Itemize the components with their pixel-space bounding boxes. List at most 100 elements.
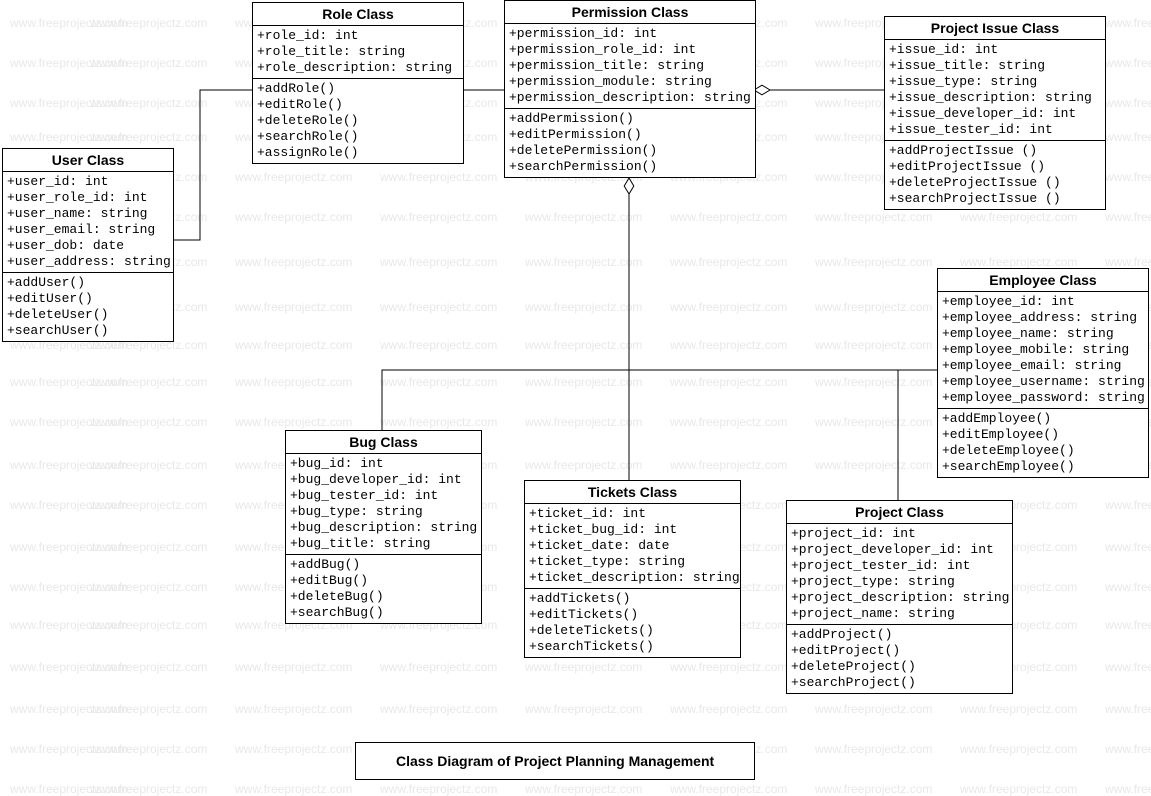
class-line: +editPermission() — [509, 127, 751, 143]
class-line: +user_dob: date — [7, 238, 169, 254]
class-permission: Permission Class +permission_id: int+per… — [504, 0, 756, 178]
class-bug-attributes: +bug_id: int+bug_developer_id: int+bug_t… — [286, 454, 481, 555]
class-line: +editTickets() — [529, 607, 736, 623]
class-line: +issue_developer_id: int — [889, 106, 1101, 122]
class-project-methods: +addProject()+editProject()+deleteProjec… — [787, 625, 1012, 693]
class-employee-attributes: +employee_id: int+employee_address: stri… — [938, 292, 1148, 409]
class-line: +addTickets() — [529, 591, 736, 607]
class-projectissue-methods: +addProjectIssue ()+editProjectIssue ()+… — [885, 141, 1105, 209]
class-line: +bug_developer_id: int — [290, 472, 477, 488]
class-line: +user_id: int — [7, 174, 169, 190]
class-line: +searchProjectIssue () — [889, 191, 1101, 207]
class-user: User Class +user_id: int+user_role_id: i… — [2, 148, 174, 342]
class-project-title: Project Class — [787, 501, 1012, 524]
class-line: +addProject() — [791, 627, 1008, 643]
class-line: +deleteEmployee() — [942, 443, 1144, 459]
class-line: +editUser() — [7, 291, 169, 307]
class-role-methods: +addRole()+editRole()+deleteRole()+searc… — [253, 79, 463, 163]
class-line: +project_tester_id: int — [791, 558, 1008, 574]
diagram-title-text: Class Diagram of Project Planning Manage… — [396, 753, 714, 769]
class-line: +employee_id: int — [942, 294, 1144, 310]
class-employee-title: Employee Class — [938, 269, 1148, 292]
class-line: +permission_module: string — [509, 74, 751, 90]
class-line: +searchProject() — [791, 675, 1008, 691]
class-projectissue-title: Project Issue Class — [885, 17, 1105, 40]
class-employee: Employee Class +employee_id: int+employe… — [937, 268, 1149, 478]
class-line: +project_id: int — [791, 526, 1008, 542]
class-line: +editProject() — [791, 643, 1008, 659]
class-line: +bug_description: string — [290, 520, 477, 536]
class-permission-attributes: +permission_id: int+permission_role_id: … — [505, 24, 755, 109]
class-permission-title: Permission Class — [505, 1, 755, 24]
class-line: +editProjectIssue () — [889, 159, 1101, 175]
class-line: +addBug() — [290, 557, 477, 573]
class-line: +editEmployee() — [942, 427, 1144, 443]
class-line: +assignRole() — [257, 145, 459, 161]
class-line: +ticket_bug_id: int — [529, 522, 736, 538]
class-line: +addPermission() — [509, 111, 751, 127]
class-projectissue-attributes: +issue_id: int+issue_title: string+issue… — [885, 40, 1105, 141]
class-line: +project_type: string — [791, 574, 1008, 590]
class-line: +deleteUser() — [7, 307, 169, 323]
class-tickets-title: Tickets Class — [525, 481, 740, 504]
class-line: +issue_tester_id: int — [889, 122, 1101, 138]
class-user-methods: +addUser()+editUser()+deleteUser()+searc… — [3, 273, 173, 341]
class-line: +permission_id: int — [509, 26, 751, 42]
class-line: +bug_title: string — [290, 536, 477, 552]
class-line: +issue_id: int — [889, 42, 1101, 58]
class-employee-methods: +addEmployee()+editEmployee()+deleteEmpl… — [938, 409, 1148, 477]
class-line: +editRole() — [257, 97, 459, 113]
class-line: +employee_address: string — [942, 310, 1144, 326]
class-role-title: Role Class — [253, 3, 463, 26]
class-line: +addProjectIssue () — [889, 143, 1101, 159]
class-line: +searchEmployee() — [942, 459, 1144, 475]
class-line: +project_description: string — [791, 590, 1008, 606]
class-line: +employee_mobile: string — [942, 342, 1144, 358]
class-line: +user_address: string — [7, 254, 169, 270]
class-line: +issue_type: string — [889, 74, 1101, 90]
class-line: +editBug() — [290, 573, 477, 589]
class-line: +employee_password: string — [942, 390, 1144, 406]
class-line: +addUser() — [7, 275, 169, 291]
class-projectissue: Project Issue Class +issue_id: int+issue… — [884, 16, 1106, 210]
class-role: Role Class +role_id: int+role_title: str… — [252, 2, 464, 164]
class-line: +searchRole() — [257, 129, 459, 145]
class-line: +employee_email: string — [942, 358, 1144, 374]
class-line: +project_developer_id: int — [791, 542, 1008, 558]
class-line: +addEmployee() — [942, 411, 1144, 427]
class-line: +user_role_id: int — [7, 190, 169, 206]
class-user-title: User Class — [3, 149, 173, 172]
class-bug: Bug Class +bug_id: int+bug_developer_id:… — [285, 430, 482, 624]
class-line: +user_email: string — [7, 222, 169, 238]
class-line: +ticket_type: string — [529, 554, 736, 570]
class-line: +role_title: string — [257, 44, 459, 60]
class-line: +employee_username: string — [942, 374, 1144, 390]
class-line: +ticket_id: int — [529, 506, 736, 522]
class-line: +permission_description: string — [509, 90, 751, 106]
class-line: +searchPermission() — [509, 159, 751, 175]
class-bug-methods: +addBug()+editBug()+deleteBug()+searchBu… — [286, 555, 481, 623]
class-line: +deleteRole() — [257, 113, 459, 129]
class-line: +issue_description: string — [889, 90, 1101, 106]
class-line: +ticket_description: string — [529, 570, 736, 586]
class-line: +bug_type: string — [290, 504, 477, 520]
class-project-attributes: +project_id: int+project_developer_id: i… — [787, 524, 1012, 625]
class-line: +project_name: string — [791, 606, 1008, 622]
class-line: +deleteTickets() — [529, 623, 736, 639]
class-line: +permission_role_id: int — [509, 42, 751, 58]
class-tickets: Tickets Class +ticket_id: int+ticket_bug… — [524, 480, 741, 658]
class-line: +searchTickets() — [529, 639, 736, 655]
class-tickets-attributes: +ticket_id: int+ticket_bug_id: int +ticke… — [525, 504, 740, 589]
class-line: +bug_tester_id: int — [290, 488, 477, 504]
class-line: +user_name: string — [7, 206, 169, 222]
class-line: +issue_title: string — [889, 58, 1101, 74]
class-line: +searchUser() — [7, 323, 169, 339]
class-line: +deleteProjectIssue () — [889, 175, 1101, 191]
class-line: +employee_name: string — [942, 326, 1144, 342]
class-line: +deleteProject() — [791, 659, 1008, 675]
class-tickets-methods: +addTickets()+editTickets()+deleteTicket… — [525, 589, 740, 657]
class-line: +deleteBug() — [290, 589, 477, 605]
class-line: +searchBug() — [290, 605, 477, 621]
diagram-title-box: Class Diagram of Project Planning Manage… — [355, 742, 755, 780]
class-role-attributes: +role_id: int+role_title: string+role_de… — [253, 26, 463, 79]
